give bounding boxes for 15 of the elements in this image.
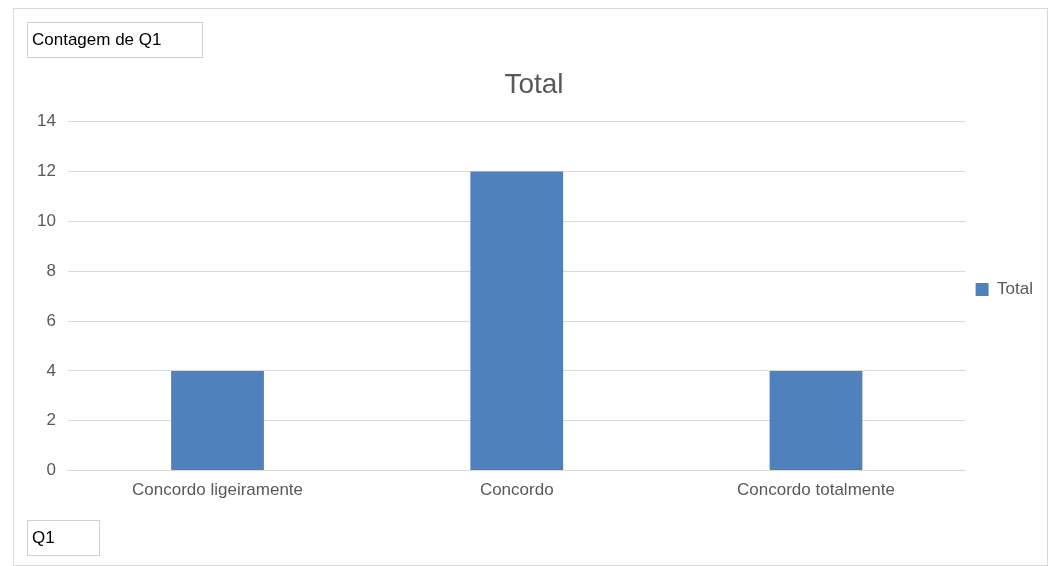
y-tick-label: 12 [36, 161, 56, 181]
chart-title: Total [504, 67, 564, 99]
x-tick-label: Concordo [479, 480, 554, 500]
x-tick-label: Concordo ligeiramente [132, 480, 304, 500]
y-tick-label: 2 [46, 410, 56, 430]
y-tick-label: 0 [46, 460, 56, 480]
y-tick-label: 10 [36, 211, 56, 230]
text: Contagem de Q1 [27, 22, 203, 58]
legend-label: Total [997, 279, 1034, 299]
y-tick-label: 6 [46, 310, 56, 330]
x-tick-label: Concordo totalmente [737, 480, 895, 500]
y-tick-label: 4 [46, 360, 56, 380]
y-tick-label: 8 [46, 260, 56, 280]
text: Q1 [27, 520, 100, 556]
y-tick-label: 14 [36, 111, 56, 131]
